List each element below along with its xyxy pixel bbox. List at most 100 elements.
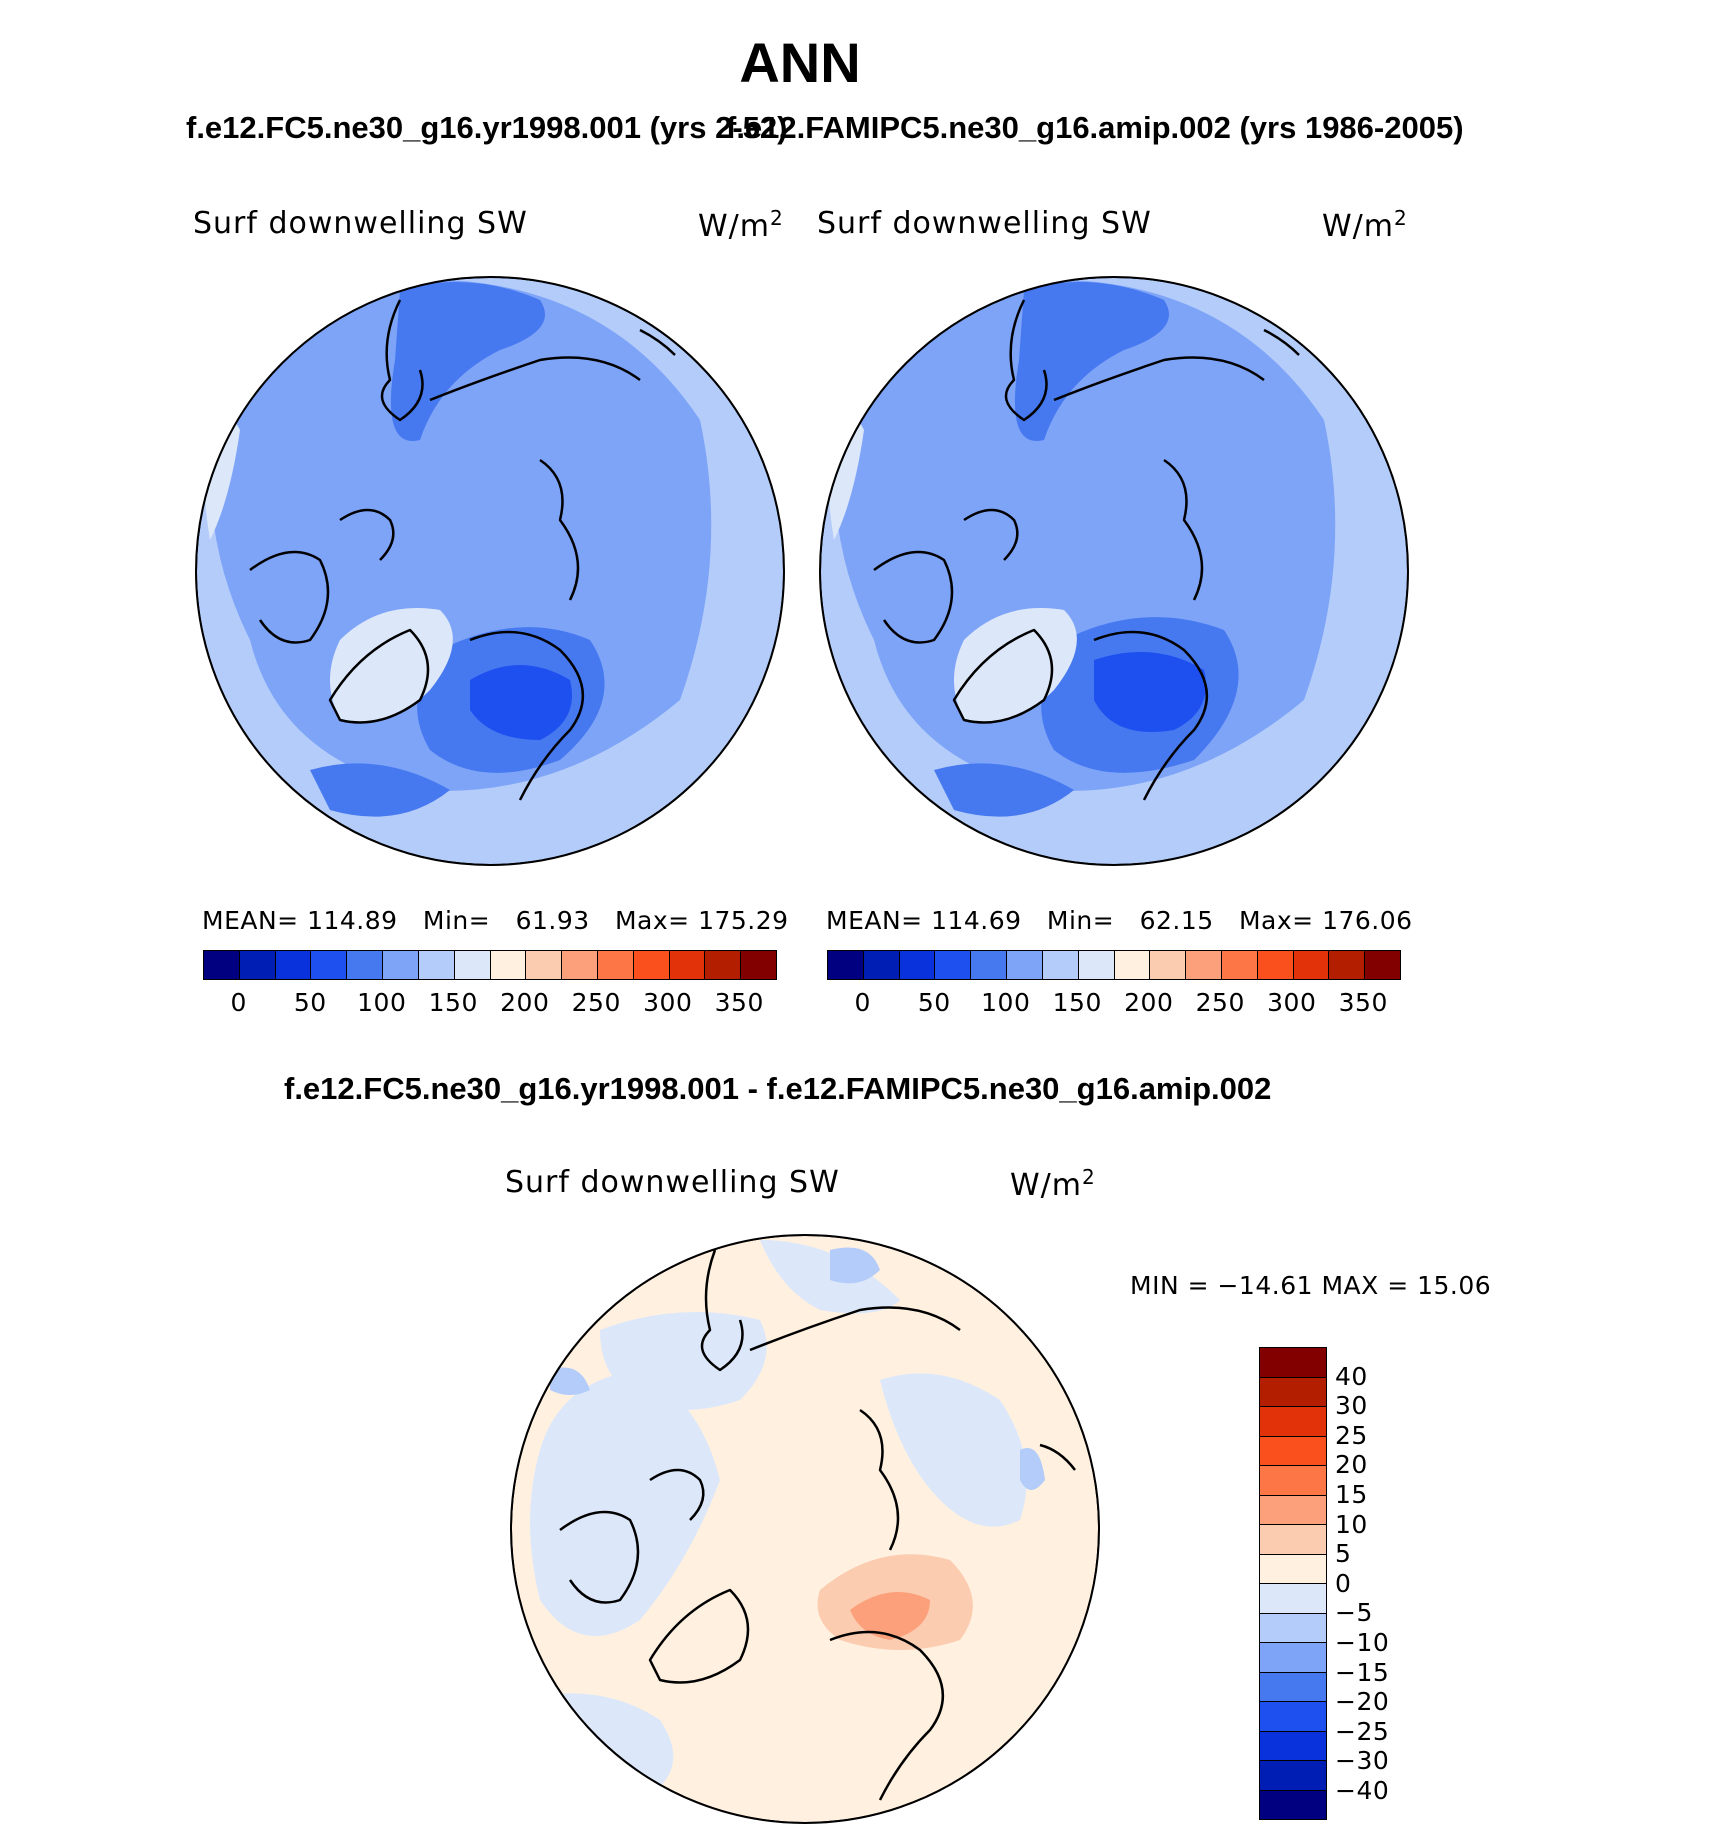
- colorbar-diff-swatch: [1260, 1584, 1326, 1614]
- colorbar-diff-swatch: [1260, 1495, 1326, 1525]
- colorbar-2-swatch: [1329, 951, 1366, 979]
- colorbar-1-swatch: [490, 951, 527, 979]
- colorbar-diff-swatch: [1260, 1613, 1326, 1643]
- colorbar-diff-tick-label: −5: [1335, 1598, 1373, 1628]
- panel2-units: W/m2: [1322, 206, 1408, 244]
- colorbar-1-ticks: 0 50 100 150 200 250 300 350: [203, 988, 775, 1018]
- colorbar-diff-tick-label: 0: [1335, 1568, 1352, 1598]
- colorbar-diff-swatch: [1260, 1761, 1326, 1791]
- colorbar-2-tick-label: 50: [917, 988, 951, 1017]
- colorbar-diff-tick-label: −40: [1335, 1776, 1390, 1805]
- colorbar-diff-ticks: 40 30 25 20 15 10 5 0 −5 −10 −15 −20 −25 −30 −40: [1335, 1347, 1425, 1827]
- colorbar-1: [203, 950, 777, 980]
- colorbar-2-tick-label: 0: [854, 988, 871, 1017]
- colorbar-diff-tick-label: 30: [1335, 1391, 1368, 1421]
- colorbar-diff-swatch: [1260, 1436, 1326, 1466]
- colorbar-diff-tick-label: 5: [1335, 1539, 1352, 1569]
- colorbar-1-tick-label: 200: [500, 988, 550, 1017]
- colorbar-1-swatch: [239, 951, 276, 979]
- colorbar-diff-swatch: [1260, 1348, 1326, 1378]
- colorbar-2: [827, 950, 1401, 980]
- colorbar-diff: [1259, 1347, 1327, 1820]
- colorbar-1-tick-label: 100: [357, 988, 407, 1017]
- colorbar-diff-tick-label: 10: [1335, 1509, 1368, 1539]
- colorbar-2-swatch: [1114, 951, 1151, 979]
- colorbar-diff-tick-label: 40: [1335, 1361, 1368, 1391]
- panel2-variable: Surf downwelling SW: [817, 206, 1152, 241]
- colorbar-1-swatch: [311, 951, 348, 979]
- colorbar-2-ticks: 0 50 100 150 200 250 300 350: [827, 988, 1399, 1018]
- colorbar-2-swatch: [1365, 951, 1400, 979]
- colorbar-1-swatch: [597, 951, 634, 979]
- colorbar-2-swatch: [1293, 951, 1330, 979]
- colorbar-1-swatch: [562, 951, 598, 979]
- polar-map-1: [196, 277, 784, 865]
- colorbar-diff-swatch: [1260, 1407, 1326, 1437]
- colorbar-1-swatch: [454, 951, 491, 979]
- colorbar-diff-tick-label: 25: [1335, 1420, 1368, 1450]
- panel1-stats: MEAN= 114.89 Min= 61.93 Max= 175.29: [202, 906, 789, 935]
- colorbar-1-tick-label: 50: [293, 988, 327, 1017]
- colorbar-2-swatch: [1221, 951, 1258, 979]
- colorbar-diff-tick-label: −30: [1335, 1746, 1390, 1776]
- colorbar-2-swatch: [1257, 951, 1294, 979]
- diff-title: f.e12.FC5.ne30_g16.yr1998.001 - f.e12.FA…: [284, 1071, 1272, 1106]
- panel1-variable: Surf downwelling SW: [193, 206, 528, 241]
- colorbar-diff-tick-label: 15: [1335, 1480, 1368, 1509]
- colorbar-2-swatch: [1007, 951, 1043, 979]
- page-title: ANN: [739, 31, 861, 94]
- colorbar-1-swatch: [204, 951, 240, 979]
- colorbar-diff-swatch: [1260, 1702, 1326, 1732]
- colorbar-1-tick-label: 0: [230, 988, 247, 1017]
- diff-units: W/m2: [1010, 1165, 1096, 1203]
- colorbar-diff-swatch: [1260, 1643, 1326, 1673]
- colorbar-1-swatch: [705, 951, 742, 979]
- colorbar-2-swatch: [899, 951, 936, 979]
- colorbar-1-tick-label: 350: [714, 988, 764, 1017]
- polar-map-2: [820, 277, 1408, 865]
- colorbar-1-swatch: [418, 951, 455, 979]
- colorbar-2-swatch: [863, 951, 900, 979]
- colorbar-2-tick-label: 250: [1195, 988, 1245, 1017]
- colorbar-diff-swatch: [1260, 1672, 1326, 1702]
- colorbar-2-swatch: [1150, 951, 1187, 979]
- colorbar-diff-swatch: [1260, 1554, 1326, 1584]
- panel1-units: W/m2: [698, 206, 784, 244]
- colorbar-diff-swatch: [1260, 1466, 1326, 1496]
- subtitle-left: f.e12.FC5.ne30_g16.yr1998.001 (yrs 2-52): [186, 110, 788, 145]
- colorbar-diff-tick-label: −25: [1335, 1716, 1390, 1746]
- colorbar-2-swatch: [828, 951, 864, 979]
- diff-variable: Surf downwelling SW: [505, 1165, 840, 1200]
- subtitle-right: f.e12.FAMIPC5.ne30_g16.amip.002 (yrs 198…: [726, 110, 1464, 145]
- colorbar-1-swatch: [383, 951, 419, 979]
- colorbar-2-swatch: [971, 951, 1008, 979]
- colorbar-1-tick-label: 300: [643, 988, 693, 1017]
- colorbar-1-swatch: [275, 951, 312, 979]
- colorbar-2-tick-label: 350: [1338, 988, 1388, 1017]
- colorbar-diff-tick-label: 20: [1335, 1450, 1368, 1480]
- colorbar-1-swatch: [633, 951, 670, 979]
- colorbar-1-tick-label: 250: [571, 988, 621, 1017]
- colorbar-2-tick-label: 150: [1052, 988, 1102, 1017]
- colorbar-1-swatch: [741, 951, 776, 979]
- colorbar-2-swatch: [1186, 951, 1222, 979]
- colorbar-2-swatch: [1078, 951, 1115, 979]
- colorbar-2-swatch: [935, 951, 972, 979]
- colorbar-1-swatch: [669, 951, 706, 979]
- colorbar-2-tick-label: 200: [1124, 988, 1174, 1017]
- colorbar-diff-swatch: [1260, 1731, 1326, 1761]
- colorbar-2-tick-label: 300: [1267, 988, 1317, 1017]
- colorbar-1-swatch: [347, 951, 384, 979]
- colorbar-2-swatch: [1042, 951, 1079, 979]
- panel2-stats: MEAN= 114.69 Min= 62.15 Max= 176.06: [826, 906, 1413, 935]
- colorbar-1-swatch: [526, 951, 563, 979]
- colorbar-1-tick-label: 150: [428, 988, 478, 1017]
- colorbar-diff-swatch: [1260, 1525, 1326, 1555]
- colorbar-diff-swatch: [1260, 1377, 1326, 1407]
- colorbar-diff-tick-label: −20: [1335, 1687, 1390, 1717]
- polar-map-diff: [511, 1235, 1099, 1823]
- colorbar-diff-swatch: [1260, 1790, 1326, 1819]
- diff-minmax: MIN = −14.61 MAX = 15.06: [1130, 1271, 1492, 1300]
- colorbar-diff-tick-label: −15: [1335, 1657, 1390, 1687]
